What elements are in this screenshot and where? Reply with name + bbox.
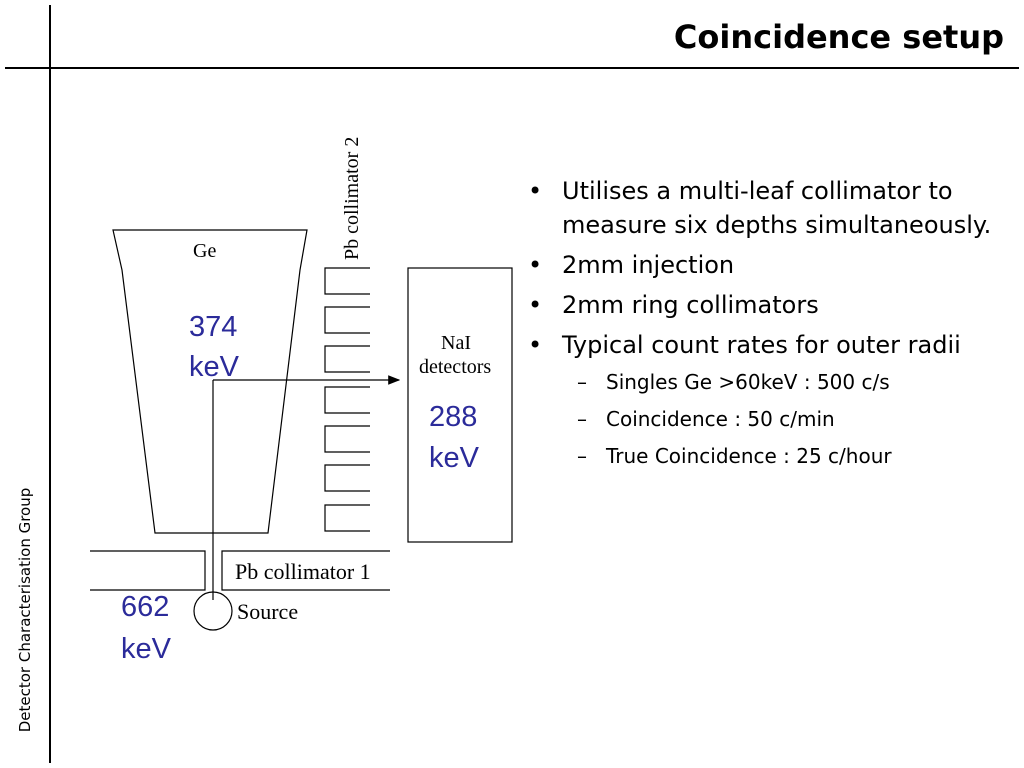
sub-bullet-item: Singles Ge >60keV : 500 c/s — [522, 368, 1012, 396]
pb-collimator-1-label: Pb collimator 1 — [235, 559, 371, 584]
collimator-leaf — [324, 504, 370, 532]
collimator-leaf — [324, 464, 370, 492]
ge-label: Ge — [193, 240, 216, 262]
collimator-1-left — [90, 550, 206, 591]
nai-detector-box — [407, 267, 513, 543]
collimator-leaf — [324, 345, 370, 373]
bullet-item: Typical count rates for outer radii — [522, 328, 1012, 362]
slide-title: Coincidence setup — [673, 18, 1004, 56]
energy-ge-unit: keV — [189, 351, 240, 383]
nai-label-line1: NaI — [441, 332, 471, 354]
bullet-item: Utilises a multi-leaf collimator to meas… — [522, 174, 1012, 242]
collimator-leaf — [324, 425, 370, 453]
ge-detector — [112, 229, 308, 534]
sub-bullet-item: True Coincidence : 25 c/hour — [522, 442, 1012, 470]
collimator-leaf — [324, 306, 370, 334]
bullet-item: 2mm ring collimators — [522, 288, 1012, 322]
source-label: Source — [237, 599, 298, 624]
nai-label-line2: detectors — [419, 356, 491, 378]
bullet-list: Utilises a multi-leaf collimator to meas… — [522, 174, 1012, 479]
energy-source-unit: keV — [121, 633, 172, 665]
sub-bullet-item: Coincidence : 50 c/min — [522, 405, 1012, 433]
title-underline — [5, 67, 1019, 69]
energy-nai-unit: keV — [429, 442, 480, 474]
collimator-leaf — [324, 386, 370, 414]
collimator-leaf — [324, 267, 370, 295]
collimator-1-right — [221, 550, 390, 591]
vertical-divider — [49, 5, 51, 763]
energy-source-value: 662 — [121, 591, 169, 623]
pb-collimator-1 — [90, 550, 390, 591]
energy-nai-value: 288 — [429, 401, 477, 433]
bullet-item: 2mm injection — [522, 248, 1012, 282]
pb-collimator-2-label: Pb collimator 2 — [341, 137, 363, 260]
energy-ge-value: 374 — [189, 311, 237, 343]
pb-collimator-2 — [324, 267, 370, 532]
